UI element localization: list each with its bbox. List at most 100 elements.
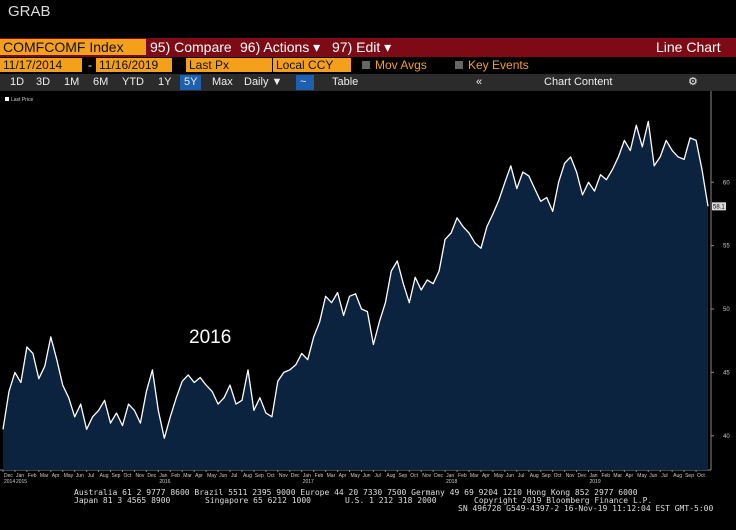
x-tick-label: May (351, 473, 361, 479)
x-tick-label: Jul (231, 473, 237, 479)
legend-swatch (5, 97, 9, 101)
x-tick-label: Sep (685, 473, 694, 479)
x-tick-label: Aug (673, 473, 682, 479)
x-tick-label: Dec (147, 473, 156, 479)
key-events-toggle[interactable]: Key Events (455, 58, 529, 72)
y-tick-label: 45 (723, 370, 730, 376)
period-button[interactable]: 1Y (158, 76, 172, 88)
x-tick-label: Oct (554, 473, 562, 479)
x-tick-label: Jul (661, 473, 667, 479)
mov-avgs-toggle[interactable]: Mov Avgs (362, 58, 427, 72)
period-button[interactable]: Max (212, 76, 233, 88)
period-button[interactable]: YTD (122, 76, 144, 88)
x-tick-label: Mar (327, 473, 336, 479)
x-tick-label: Jan (159, 473, 167, 479)
period-button[interactable]: 5Y (180, 75, 202, 90)
x-tick-label: Apr (625, 473, 633, 479)
x-tick-label: Dec (4, 473, 13, 479)
x-tick-label: Jan (590, 473, 598, 479)
price-line (2, 120, 709, 439)
currency-select[interactable]: Local CCY (273, 58, 351, 72)
x-tick-label: Oct (267, 473, 275, 479)
y-tick-label: 40 (723, 434, 730, 440)
x-tick-label: Sep (398, 473, 407, 479)
x-year-label: 2016 (159, 479, 170, 485)
footer-session: SN 496728 G549-4397-2 16-Nov-19 11:12:04… (458, 504, 714, 513)
x-tick-label: Aug (530, 473, 539, 479)
footer-copyright: Copyright 2019 Bloomberg Finance L.P. (474, 496, 653, 505)
footer-contacts: Australia 61 2 9777 8600 Brazil 5511 239… (74, 488, 638, 497)
x-tick-label: Dec (291, 473, 300, 479)
field-select[interactable]: Last Px (186, 58, 272, 72)
x-year-label: 2015 (16, 479, 27, 485)
x-tick-label: Oct (697, 473, 705, 479)
security-field[interactable]: COMFCOMF Index (0, 39, 146, 55)
x-tick-label: Nov (566, 473, 575, 479)
x-year-label: 2017 (303, 479, 314, 485)
period-button[interactable]: 1M (64, 76, 80, 88)
window-title: GRAB (8, 3, 51, 20)
chart-content-button[interactable]: Chart Content (544, 76, 613, 88)
chart-type-button[interactable]: ~ (296, 75, 314, 90)
x-tick-label: Aug (243, 473, 252, 479)
x-tick-label: Apr (195, 473, 203, 479)
period-bar: Daily ▼ ~ Table « Chart Content ⚙ 1D 3D 1M… (0, 74, 736, 91)
x-tick-label: Feb (28, 473, 37, 479)
x-tick-label: Oct (410, 473, 418, 479)
x-tick-label: Sep (542, 473, 551, 479)
period-button[interactable]: 6M (93, 76, 109, 88)
x-year-label: 2014 (4, 479, 15, 485)
settings-button[interactable]: ⚙ (688, 76, 698, 88)
x-tick-label: Feb (601, 473, 610, 479)
x-tick-label: Aug (386, 473, 395, 479)
x-tick-label: Aug (100, 473, 109, 479)
y-tick-label: 60 (723, 180, 730, 186)
end-date[interactable]: 11/16/2019 (96, 58, 172, 72)
x-tick-label: Mar (470, 473, 479, 479)
table-button[interactable]: Table (332, 76, 359, 88)
x-tick-label: Apr (52, 473, 60, 479)
x-tick-label: Feb (171, 473, 180, 479)
x-tick-label: May (207, 473, 217, 479)
footer: Australia 61 2 9777 8600 Brazil 5511 239… (0, 488, 736, 530)
period-button[interactable]: 1D (10, 76, 25, 88)
footer-us: U.S. 1 212 318 2000 (345, 496, 437, 505)
edit-menu[interactable]: 97) Edit ▾ (332, 39, 392, 55)
x-tick-label: Jun (219, 473, 227, 479)
toolbar: COMFCOMF Index 95) Compare 96) Actions ▾… (0, 38, 736, 57)
x-tick-label: Jan (16, 473, 24, 479)
x-tick-label: Jun (362, 473, 370, 479)
x-tick-label: Mar (613, 473, 622, 479)
x-year-label: 2018 (446, 479, 457, 485)
y-tick-label: 50 (723, 307, 730, 313)
compare-menu[interactable]: 95) Compare (150, 39, 232, 55)
x-tick-label: Dec (578, 473, 587, 479)
x-tick-label: May (637, 473, 647, 479)
key-events-label: Key Events (468, 58, 529, 72)
x-tick-label: Mar (40, 473, 49, 479)
x-year-label: 2019 (590, 479, 601, 485)
x-tick-label: Jul (88, 473, 94, 479)
x-tick-label: Dec (434, 473, 443, 479)
start-date[interactable]: 11/17/2014 (0, 58, 82, 72)
period-button[interactable]: 3D (36, 76, 51, 88)
x-tick-label: Jul (518, 473, 524, 479)
x-tick-label: Nov (422, 473, 431, 479)
collapse-button[interactable]: « (476, 76, 483, 88)
x-tick-label: Jun (76, 473, 84, 479)
x-tick-label: Oct (123, 473, 131, 479)
range-bar: 11/17/2014 - 11/16/2019 Last Px Local CC… (0, 57, 736, 74)
y-tick-label: 55 (723, 244, 730, 250)
mov-avgs-label: Mov Avgs (375, 58, 427, 72)
x-tick-label: Apr (339, 473, 347, 479)
x-tick-label: Jun (649, 473, 657, 479)
price-area (3, 121, 708, 471)
actions-menu[interactable]: 96) Actions ▾ (240, 39, 321, 55)
frequency-select[interactable]: Daily ▼ (244, 76, 283, 88)
last-price-label: 58.1 (713, 204, 725, 210)
x-tick-label: Jan (446, 473, 454, 479)
x-tick-label: Apr (482, 473, 490, 479)
x-tick-label: Mar (183, 473, 192, 479)
